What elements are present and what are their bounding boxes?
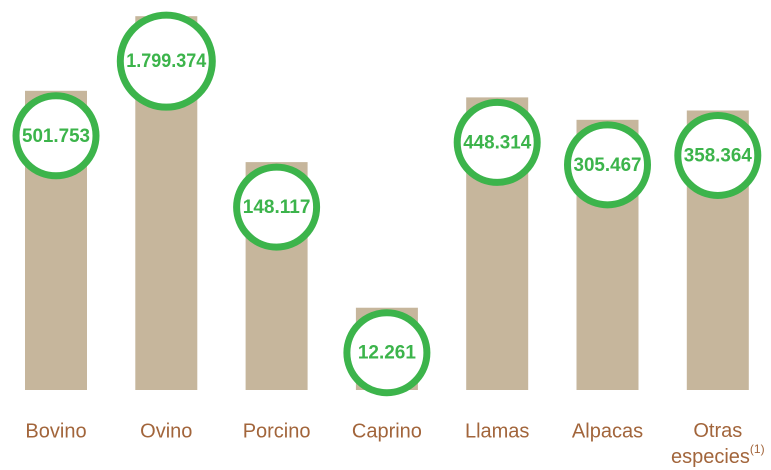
x-tick-label: Porcino <box>243 420 311 442</box>
x-tick-label-line: especies <box>671 446 750 468</box>
x-tick-label: Bovino <box>25 420 86 442</box>
x-tick-label: Alpacas <box>572 420 643 442</box>
value-badge <box>233 163 321 251</box>
value-label: 358.364 <box>684 145 752 166</box>
value-label: 501.753 <box>22 126 90 147</box>
x-tick-label-line: Otras <box>693 420 742 442</box>
x-tick-label: Caprino <box>352 420 422 442</box>
value-label: 12.261 <box>358 343 417 364</box>
value-label: 1.799.374 <box>126 51 206 72</box>
value-badge <box>564 121 651 209</box>
x-tick-label: Ovino <box>140 420 192 442</box>
value-badge <box>12 92 100 180</box>
value-badge <box>453 98 541 186</box>
value-badge <box>343 309 431 397</box>
value-badge <box>116 11 216 111</box>
value-label: 148.117 <box>243 197 311 218</box>
x-tick-label: Llamas <box>465 420 529 442</box>
value-badge <box>674 111 762 199</box>
x-tick-label: Otras especies(1) <box>671 420 765 468</box>
value-label: 448.314 <box>463 132 531 153</box>
footnote-mark: (1) <box>750 442 765 456</box>
value-label: 305.467 <box>574 155 642 176</box>
